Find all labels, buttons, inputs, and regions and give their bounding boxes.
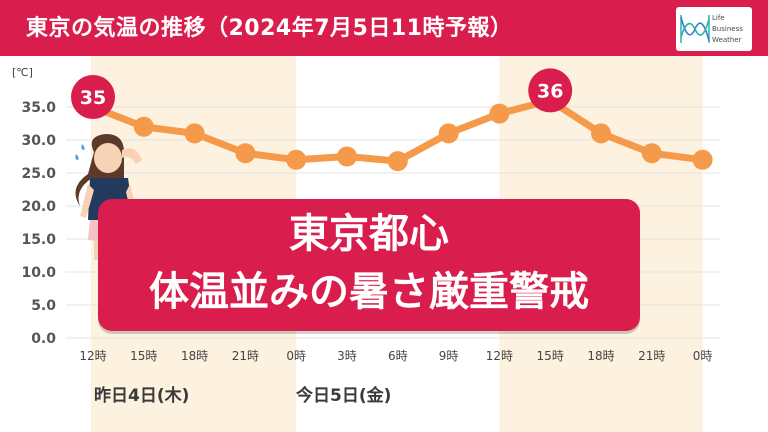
- y-tick-label: 0.0: [31, 331, 56, 347]
- y-tick-label: 20.0: [21, 199, 56, 215]
- x-tick-label: 0時: [693, 349, 713, 363]
- data-point: [438, 123, 459, 144]
- banner-line-2: 体温並みの暑さ厳重警戒: [149, 269, 589, 315]
- y-tick-label: 35.0: [21, 100, 56, 116]
- data-point: [591, 123, 611, 144]
- warning-banner: 東京都心 体温並みの暑さ厳重警戒: [98, 199, 640, 331]
- annotation-label: 36: [537, 80, 563, 102]
- banner-line-1: 東京都心: [289, 211, 449, 257]
- y-tick-label: 15.0: [21, 232, 56, 248]
- x-tick-label: 18時: [587, 349, 614, 363]
- data-point: [337, 146, 357, 167]
- data-point: [184, 123, 205, 144]
- x-tick-label: 21時: [638, 349, 665, 363]
- data-point: [235, 143, 256, 164]
- y-tick-label: 5.0: [31, 298, 56, 314]
- x-tick-label: 15時: [130, 349, 157, 363]
- header-bar: 東京の気温の推移（2024年7月5日11時予報） Life Business W…: [0, 0, 768, 56]
- logo-text-business: Business: [712, 25, 743, 33]
- data-point: [641, 143, 662, 164]
- day-label-today: 今日5日(金): [296, 386, 392, 406]
- page-title: 東京の気温の推移（2024年7月5日11時予報）: [26, 16, 513, 41]
- x-tick-label: 21時: [232, 349, 259, 363]
- x-tick-label: 18時: [181, 349, 208, 363]
- annotation-badge: [528, 68, 573, 113]
- x-tick-label: 12時: [79, 349, 106, 363]
- y-tick-label: 25.0: [21, 166, 56, 182]
- day-label-yesterday: 昨日4日(木): [94, 386, 190, 406]
- y-tick-label: 10.0: [21, 265, 56, 281]
- y-tick-label: 30.0: [21, 133, 56, 149]
- data-point: [133, 116, 154, 137]
- x-tick-label: 3時: [337, 349, 357, 363]
- x-tick-label: 9時: [439, 349, 459, 363]
- data-point: [387, 151, 408, 172]
- y-axis-label: [℃]: [12, 66, 33, 79]
- logo-text-life: Life: [712, 14, 725, 22]
- x-tick-label: 0時: [286, 349, 306, 363]
- data-point: [692, 149, 713, 170]
- x-tick-label: 12時: [486, 349, 513, 363]
- wave-icon: [680, 15, 710, 43]
- x-tick-label: 15時: [537, 349, 564, 363]
- logo-text-weather: Weather: [712, 36, 742, 44]
- annotation-badge: [71, 75, 115, 119]
- data-point: [489, 103, 510, 124]
- annotation-label: 35: [80, 87, 106, 109]
- data-point: [286, 149, 307, 170]
- x-tick-label: 6時: [388, 349, 408, 363]
- brand-logo: Life Business Weather: [676, 7, 752, 51]
